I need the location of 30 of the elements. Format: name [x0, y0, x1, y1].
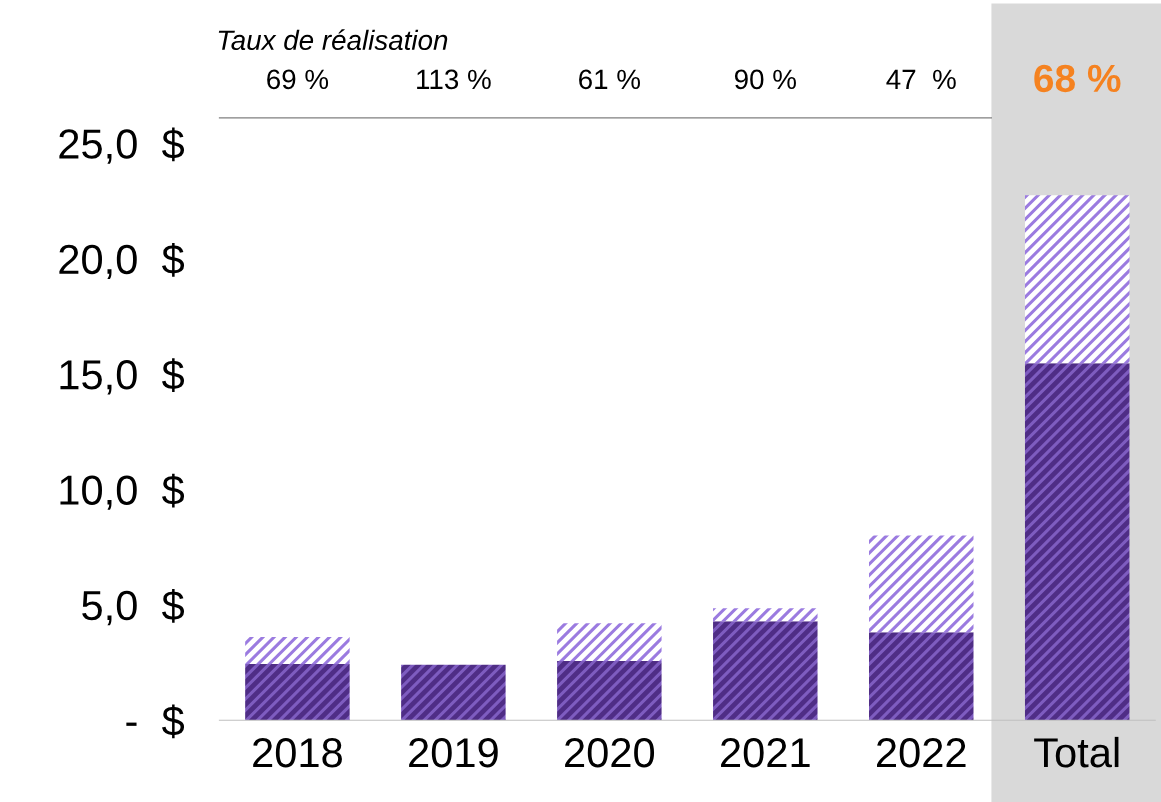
x-tick-label: 2020 — [565, 737, 655, 768]
text: 61 % — [579, 69, 640, 90]
bar — [401, 664, 506, 721]
bar — [713, 608, 818, 622]
text: Taux de réalisation — [218, 29, 448, 51]
x-tick-label: 2021 — [721, 737, 810, 768]
x-tick-label: 2022 — [877, 737, 966, 768]
bar — [557, 661, 662, 721]
y-tick-label: 20,0 $ — [59, 242, 185, 280]
text: 69 % — [267, 69, 329, 90]
text: 47 % — [886, 69, 956, 90]
y-tick-label: 10,0 $ — [60, 473, 185, 510]
bar — [1024, 195, 1130, 364]
bar — [869, 535, 974, 633]
y-tick-label: 5,0 $ — [82, 589, 185, 626]
bar — [713, 621, 818, 721]
x-tick-label: Total — [1034, 736, 1119, 768]
y-tick-label: 15,0 $ — [60, 358, 185, 395]
text: 113 % — [417, 69, 491, 90]
bar — [245, 637, 350, 665]
bar — [557, 623, 662, 662]
x-tick-label: 2018 — [253, 737, 342, 768]
text: 90 % — [734, 69, 796, 90]
x-tick-label: 2019 — [409, 737, 498, 768]
bar — [245, 664, 350, 721]
y-tick-label: - $ — [126, 704, 185, 739]
text: 68 % — [1034, 64, 1121, 93]
bar — [1024, 363, 1130, 721]
bar — [869, 632, 974, 721]
y-tick-label: 25,0 $ — [59, 127, 185, 164]
